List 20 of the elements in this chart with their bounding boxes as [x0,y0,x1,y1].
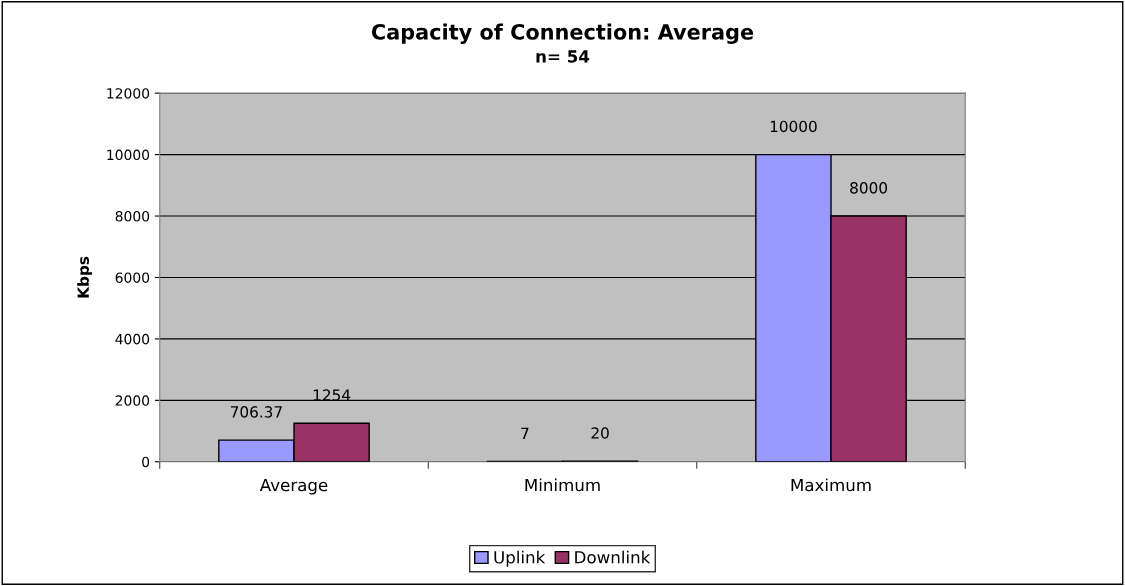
data-label: 7 [521,427,529,439]
data-label: 20 [591,427,609,439]
x-tick-label: Maximum [791,478,871,492]
chart-title: Capacity of Connection: Average [371,23,754,44]
data-label: 8000 [850,182,888,194]
x-tick-label: Minimum [525,478,600,492]
y-tick-label: 12000 [107,88,150,99]
legend-label: Uplink [494,550,546,567]
y-axis-title: Kbps [77,256,92,298]
legend-label: Downlink [575,550,651,564]
data-label: 706.37 [230,406,282,418]
y-tick-label: 10000 [107,149,150,161]
y-tick-label: 4000 [115,333,150,345]
y-tick-label: 6000 [115,272,150,283]
y-tick-label: 8000 [115,211,150,222]
x-tick-label: Average [259,478,328,495]
y-tick-label: 2000 [115,395,150,406]
y-tick-label: 0 [142,456,150,468]
data-label: 10000 [770,120,817,133]
chart-subtitle: n= 54 [536,50,590,63]
